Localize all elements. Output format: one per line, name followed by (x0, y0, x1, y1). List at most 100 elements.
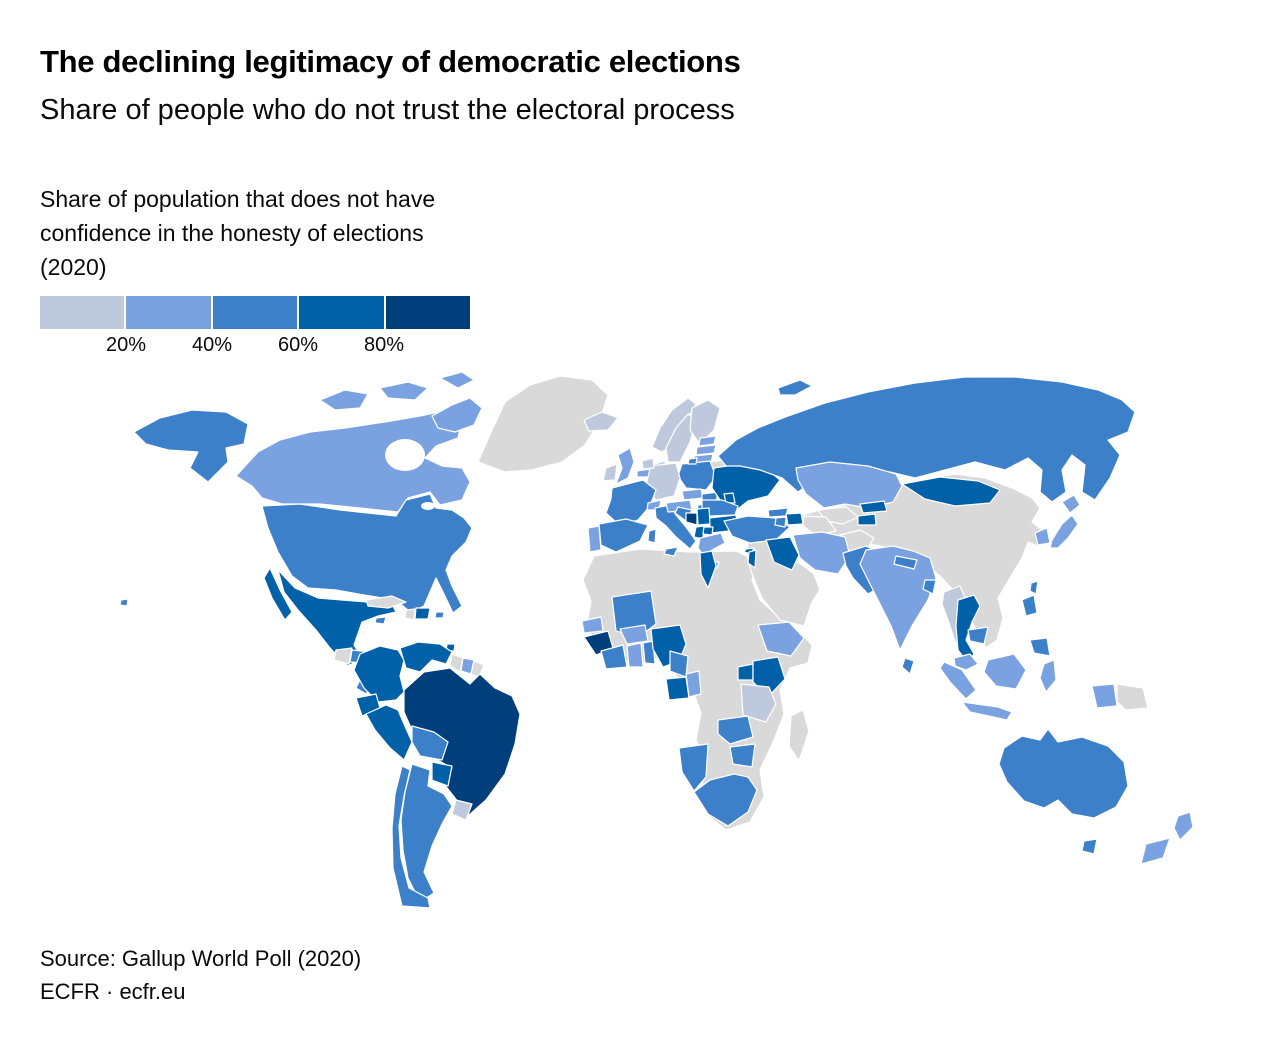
country-mongolia (901, 476, 1001, 507)
country-ivory-coast (600, 644, 628, 670)
legend-swatch-40-60 (212, 296, 298, 329)
country-tanzania (740, 683, 777, 723)
legend-ticks: 20% 40% 60% 80% (40, 334, 470, 358)
country-iraq (765, 536, 800, 571)
country-guatemala (333, 647, 353, 665)
country-indonesia-sumatra (939, 661, 977, 700)
country-russia-novaya-zemlya (777, 379, 813, 396)
country-france (605, 479, 657, 527)
country-tunisia (699, 550, 717, 589)
country-canada-baffin (431, 397, 483, 433)
legend-tick-20: 20% (105, 334, 147, 356)
country-indonesia-papua (1091, 683, 1118, 709)
country-namibia (678, 743, 709, 792)
country-zambia (717, 715, 754, 745)
country-argentina (400, 763, 453, 903)
country-russia-kaliningrad (687, 457, 698, 465)
country-mexico-baja (263, 567, 293, 621)
country-burkina-faso (619, 624, 649, 645)
country-iran (792, 531, 851, 575)
country-bangladesh (922, 579, 937, 595)
country-israel (747, 549, 757, 569)
legend-swatch-0-20 (40, 296, 125, 329)
country-new-zealand-north (1173, 811, 1194, 841)
legend-tick-40: 40% (191, 334, 233, 356)
country-french-guiana (470, 660, 485, 678)
country-puerto-rico (434, 611, 445, 619)
legend-swatch-20-40 (126, 296, 211, 329)
legend-tick-60: 60% (277, 334, 319, 356)
page-subtitle: Share of people who do not trust the ele… (40, 93, 735, 126)
country-jamaica (374, 616, 387, 625)
country-venezuela (399, 641, 453, 673)
country-australia (998, 728, 1129, 819)
region-madagascar (788, 709, 810, 762)
country-canada-arctic-3 (439, 371, 475, 389)
region-papua-new-guinea (1116, 683, 1149, 711)
country-japan-hokkaido (1061, 494, 1081, 514)
country-north-macedonia (702, 526, 714, 536)
country-japan-honshu (1049, 514, 1079, 549)
country-paraguay (431, 761, 453, 787)
country-indonesia-sulawesi (1039, 659, 1057, 693)
country-czechia (681, 488, 704, 501)
country-chile (391, 765, 431, 909)
country-australia-tasmania (1081, 838, 1098, 855)
legend: Share of population that does not have c… (40, 182, 500, 358)
country-portugal (587, 525, 602, 553)
country-philippines-mindanao (1029, 637, 1051, 657)
country-nepal (893, 555, 918, 570)
country-ghana (626, 642, 644, 668)
page-title: The declining legitimacy of democratic e… (40, 44, 741, 79)
country-armenia (774, 516, 787, 528)
country-iceland (583, 411, 619, 432)
country-norway (651, 397, 697, 453)
country-indonesia-borneo (983, 653, 1027, 690)
country-senegal (581, 616, 604, 634)
country-south-korea (1034, 527, 1051, 546)
country-azerbaijan (785, 512, 804, 526)
country-congo (685, 670, 702, 698)
country-latvia (695, 444, 717, 456)
country-guyana (449, 653, 464, 673)
country-zimbabwe (729, 743, 756, 768)
legend-caption: Share of population that does not have c… (40, 186, 436, 280)
country-cambodia (967, 626, 989, 645)
country-hawaii (119, 598, 129, 607)
great-lakes (421, 502, 435, 510)
country-benin (642, 640, 656, 665)
country-malaysia (953, 653, 979, 671)
country-serbia (696, 507, 711, 526)
legend-swatch-80-100 (385, 296, 471, 329)
credit-text: ECFR · ecfr.eu (40, 979, 186, 1004)
country-cuba (365, 595, 407, 609)
country-finland (689, 399, 721, 445)
country-haiti (404, 608, 416, 621)
country-canada (235, 409, 471, 513)
header: The declining legitimacy of democratic e… (40, 44, 741, 127)
country-uruguay (451, 799, 473, 821)
footer: Source: Gallup World Poll (2020) ECFR · … (40, 942, 361, 1008)
country-colombia (353, 645, 405, 703)
country-canada-arctic-2 (379, 381, 429, 401)
country-south-africa (693, 773, 758, 827)
country-cameroon (669, 650, 689, 678)
country-italy-sardinia (647, 528, 657, 544)
country-tajikistan (857, 513, 877, 526)
country-gabon (665, 676, 690, 701)
country-moldova (723, 492, 736, 504)
country-united-kingdom (615, 447, 635, 485)
country-thailand (955, 594, 981, 664)
country-poland (677, 460, 717, 491)
country-uganda (737, 663, 754, 681)
country-netherlands (641, 457, 655, 470)
country-ethiopia (757, 621, 805, 657)
country-alaska (133, 409, 249, 483)
region-greenland (477, 375, 609, 473)
country-spain (598, 518, 649, 553)
country-taiwan (1029, 580, 1039, 595)
country-india (859, 545, 937, 651)
